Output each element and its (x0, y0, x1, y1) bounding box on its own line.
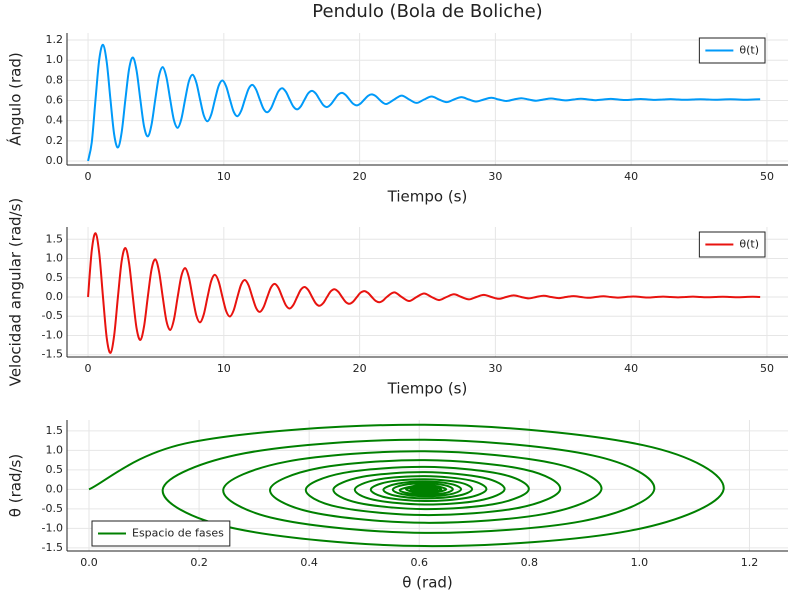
y-tick-label: -1.5 (42, 541, 63, 554)
x-tick-label: 0 (85, 170, 92, 183)
x-tick-label: 30 (488, 362, 502, 375)
y-axis-label: Velocidad angular (rad/s) (7, 198, 25, 387)
y-tick-label: 0.8 (46, 73, 64, 86)
x-tick-label: 0.2 (190, 556, 208, 569)
x-tick-label: 1.0 (631, 556, 649, 569)
y-tick-label: -0.5 (42, 502, 63, 515)
legend-label: Espacio de fases (132, 527, 224, 540)
x-tick-label: 40 (624, 170, 638, 183)
y-tick-label: 0.5 (46, 463, 64, 476)
y-tick-label: 0.0 (46, 154, 64, 167)
y-tick-label: 0.5 (46, 271, 64, 284)
x-tick-label: 0 (85, 362, 92, 375)
x-tick-label: 50 (760, 362, 774, 375)
y-tick-label: 1.5 (46, 232, 64, 245)
legend: θ(t) (698, 231, 766, 258)
y-tick-label: 0.0 (46, 482, 64, 495)
y-tick-label: 0.0 (46, 290, 64, 303)
y-tick-label: 1.0 (46, 443, 64, 456)
y-tick-label: -0.5 (42, 309, 63, 322)
data-line (87, 232, 761, 354)
y-axis-label: θ (rad/s) (7, 454, 25, 517)
x-tick-label: 40 (624, 362, 638, 375)
x-tick-label: 10 (217, 362, 231, 375)
y-tick-label: -1.0 (42, 328, 63, 341)
x-tick-label: 1.2 (741, 556, 759, 569)
x-tick-label: 0.8 (521, 556, 539, 569)
y-tick-label: -1.0 (42, 521, 63, 534)
x-tick-label: 10 (217, 170, 231, 183)
x-tick-label: 30 (488, 170, 502, 183)
x-tick-label: 0.0 (80, 556, 98, 569)
y-tick-label: 1.0 (46, 53, 64, 66)
x-tick-label: 0.6 (410, 556, 428, 569)
legend-label: θ(t) (739, 44, 759, 57)
y-axis-label: Ángulo (rad) (6, 52, 25, 146)
chart-title: Pendulo (Bola de Boliche) (312, 1, 542, 22)
legend-label: θ(t) (739, 238, 759, 251)
y-tick-label: 0.4 (46, 114, 64, 127)
y-tick-label: 0.6 (46, 94, 64, 107)
x-axis-label: Tiempo (s) (387, 380, 468, 398)
data-line (87, 43, 761, 162)
y-tick-label: 1.2 (46, 33, 64, 46)
y-tick-label: -1.5 (42, 348, 63, 361)
x-tick-label: 50 (760, 170, 774, 183)
legend: Espacio de fases (91, 520, 231, 547)
y-tick-label: 0.2 (46, 134, 64, 147)
x-tick-label: 20 (353, 362, 367, 375)
y-tick-label: 1.5 (46, 424, 64, 437)
y-tick-label: 1.0 (46, 252, 64, 265)
legend: θ(t) (698, 37, 766, 64)
x-tick-label: 20 (353, 170, 367, 183)
x-axis-label: θ (rad) (402, 574, 453, 592)
x-axis-label: Tiempo (s) (387, 188, 468, 206)
data-line (88, 423, 725, 548)
x-tick-label: 0.4 (300, 556, 318, 569)
